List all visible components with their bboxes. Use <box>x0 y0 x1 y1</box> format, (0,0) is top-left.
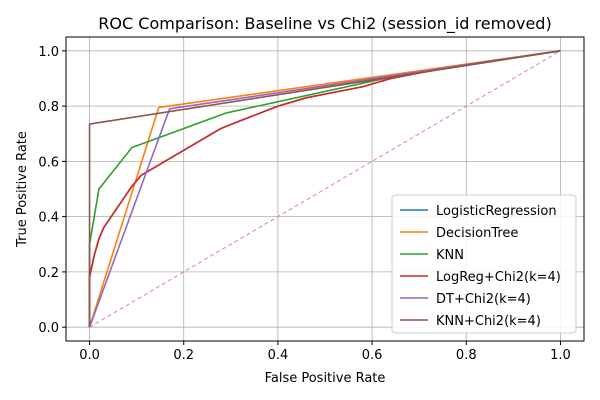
y-tick-label: 0.8 <box>38 100 59 115</box>
y-tick-label: 0.0 <box>38 321 59 336</box>
y-axis-label: True Positive Rate <box>15 131 30 248</box>
x-axis-label: False Positive Rate <box>265 371 386 386</box>
legend-label: LogReg+Chi2(k=4) <box>436 270 561 285</box>
grid-lines <box>66 37 584 341</box>
legend: LogisticRegression DecisionTree KNN LogReg+… <box>391 194 577 334</box>
y-tick-label: 1.0 <box>38 45 59 60</box>
plot-frame <box>65 36 585 342</box>
reference-diagonal-line <box>89 50 561 328</box>
legend-label: DecisionTree <box>436 226 518 241</box>
legend-label: KNN+Chi2(k=4) <box>436 314 541 329</box>
legend-label: DT+Chi2(k=4) <box>436 292 531 307</box>
series-line-decisiontree <box>88 50 561 328</box>
legend-box <box>391 194 577 334</box>
x-tick-label: 1.0 <box>550 348 571 363</box>
series-line-dt-chi2-k-4 <box>88 50 561 328</box>
series-line-knn-chi2-k-4 <box>88 50 561 328</box>
x-tick-label: 0.4 <box>268 348 289 363</box>
series-line-logreg-chi2-k-4 <box>88 50 561 328</box>
x-tick-label: 0.0 <box>79 348 100 363</box>
x-tick-label: 0.2 <box>173 348 194 363</box>
x-tick-label: 0.8 <box>456 348 477 363</box>
series-group <box>88 50 561 328</box>
x-tick-label: 0.6 <box>362 348 383 363</box>
y-axis-ticks: 0.0 0.2 0.4 0.6 0.8 1.0 <box>38 45 66 336</box>
y-tick-label: 0.2 <box>38 266 59 281</box>
legend-label: KNN <box>436 248 464 263</box>
x-axis-ticks: 0.0 0.2 0.4 0.6 0.8 1.0 <box>79 341 571 363</box>
y-tick-label: 0.6 <box>38 155 59 170</box>
chart-title: ROC Comparison: Baseline vs Chi2 (sessio… <box>98 14 551 34</box>
reference-line-group <box>89 50 561 328</box>
legend-label: LogisticRegression <box>436 204 557 219</box>
y-tick-label: 0.4 <box>38 211 59 226</box>
